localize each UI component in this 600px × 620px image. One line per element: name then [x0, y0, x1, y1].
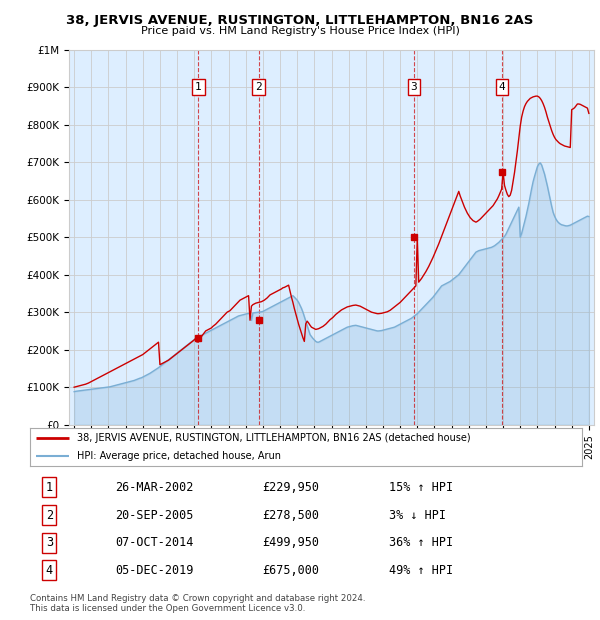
Text: 1: 1 [195, 82, 202, 92]
Text: 38, JERVIS AVENUE, RUSTINGTON, LITTLEHAMPTON, BN16 2AS (detached house): 38, JERVIS AVENUE, RUSTINGTON, LITTLEHAM… [77, 433, 470, 443]
Text: This data is licensed under the Open Government Licence v3.0.: This data is licensed under the Open Gov… [30, 604, 305, 613]
Text: 07-OCT-2014: 07-OCT-2014 [116, 536, 194, 549]
Text: £675,000: £675,000 [262, 564, 319, 577]
Text: Price paid vs. HM Land Registry's House Price Index (HPI): Price paid vs. HM Land Registry's House … [140, 26, 460, 36]
Text: 4: 4 [499, 82, 505, 92]
Text: 3: 3 [46, 536, 53, 549]
Text: 2: 2 [255, 82, 262, 92]
Text: 38, JERVIS AVENUE, RUSTINGTON, LITTLEHAMPTON, BN16 2AS: 38, JERVIS AVENUE, RUSTINGTON, LITTLEHAM… [67, 14, 533, 27]
Text: £499,950: £499,950 [262, 536, 319, 549]
Text: 2: 2 [46, 508, 53, 521]
Text: 4: 4 [46, 564, 53, 577]
Text: HPI: Average price, detached house, Arun: HPI: Average price, detached house, Arun [77, 451, 281, 461]
Text: 26-MAR-2002: 26-MAR-2002 [116, 481, 194, 494]
Text: 15% ↑ HPI: 15% ↑ HPI [389, 481, 453, 494]
Text: £229,950: £229,950 [262, 481, 319, 494]
Text: Contains HM Land Registry data © Crown copyright and database right 2024.: Contains HM Land Registry data © Crown c… [30, 594, 365, 603]
Text: 20-SEP-2005: 20-SEP-2005 [116, 508, 194, 521]
Text: 3: 3 [410, 82, 417, 92]
Text: 49% ↑ HPI: 49% ↑ HPI [389, 564, 453, 577]
Text: 36% ↑ HPI: 36% ↑ HPI [389, 536, 453, 549]
Text: £278,500: £278,500 [262, 508, 319, 521]
Text: 05-DEC-2019: 05-DEC-2019 [116, 564, 194, 577]
Text: 1: 1 [46, 481, 53, 494]
Text: 3% ↓ HPI: 3% ↓ HPI [389, 508, 446, 521]
